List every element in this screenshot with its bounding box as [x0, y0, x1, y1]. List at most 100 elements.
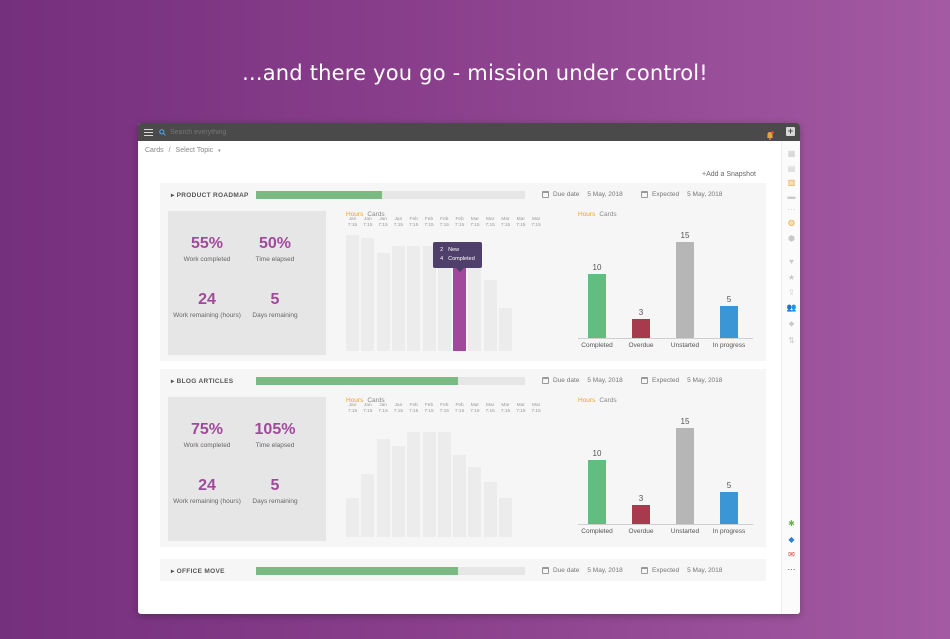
tooltip-completed-label: Completed — [448, 256, 475, 262]
expected-date: Expected 5 May, 2018 — [641, 377, 722, 384]
timeline-bar[interactable] — [499, 497, 512, 537]
status-toggle-hours[interactable]: Hours — [578, 211, 596, 218]
star-icon[interactable]: ★ — [787, 273, 796, 282]
timeline-bar[interactable] — [361, 473, 375, 537]
timeline-bar[interactable] — [422, 246, 436, 351]
timeline-bar[interactable] — [437, 246, 451, 351]
tick-month: Feb — [409, 403, 418, 408]
tooltip-new-label: New — [448, 247, 460, 253]
timeline-bar[interactable] — [391, 445, 405, 537]
toggle-cards[interactable]: Cards — [367, 397, 385, 404]
timeline-tick: Jan 7:15 — [345, 217, 360, 229]
tick-month: Mar — [501, 403, 510, 408]
status-category: Overdue — [628, 528, 654, 535]
more-integrations-icon[interactable]: ⋯ — [787, 565, 796, 574]
timeline-bar[interactable] — [346, 497, 359, 537]
stat-value: 5 — [270, 291, 280, 308]
timeline-bar[interactable] — [483, 280, 497, 351]
toggle-hours[interactable]: Hours — [346, 397, 364, 404]
panel-header[interactable]: ▸ PRODUCT ROADMAP Due date 5 May, 2018 Expe… — [160, 183, 766, 205]
toggle-hours[interactable]: Hours — [346, 211, 364, 218]
status-toggle-cards[interactable]: Cards — [599, 211, 617, 218]
toggle-cards[interactable]: Cards — [367, 211, 385, 218]
tick-month: Jan — [394, 403, 403, 408]
status-category: In progress — [712, 342, 746, 349]
timeline-bar[interactable] — [468, 268, 482, 351]
menu-icon[interactable] — [144, 128, 153, 136]
add-button[interactable]: + — [786, 126, 795, 136]
status-bar[interactable] — [720, 306, 738, 338]
tick-year: 7:15 — [439, 223, 449, 228]
breadcrumb-separator: / — [168, 147, 171, 154]
dropbox-icon[interactable]: ◆ — [788, 535, 795, 544]
table-icon[interactable]: ▤ — [787, 164, 796, 173]
status-value: 10 — [592, 449, 602, 458]
right-sidebar: ▦ ▤ ▥ ▬ ⋯ ◍ ⬢ ♥ ★ ⇪ 👥 ⬥ ⇅ ✱ ◆ ✉ ⋯ — [781, 141, 800, 614]
panel-header[interactable]: ▸ BLOG ARTICLES Due date 5 May, 2018 Expect… — [160, 369, 766, 391]
timeline-bar[interactable] — [407, 432, 421, 537]
stat-label: Time elapsed — [255, 256, 295, 263]
timeline-tick: Mar 7:15 — [513, 403, 528, 415]
status-value: 5 — [726, 295, 732, 304]
timeline-bar[interactable] — [499, 308, 512, 351]
search-input[interactable] — [170, 128, 370, 136]
breadcrumb-cards[interactable]: Cards — [145, 147, 164, 154]
status-toggle-cards[interactable]: Cards — [599, 397, 617, 404]
status-bar[interactable] — [632, 504, 650, 524]
list-icon[interactable]: ▬ — [787, 192, 796, 201]
gmail-icon[interactable]: ✉ — [788, 550, 795, 559]
timeline-bar[interactable] — [422, 432, 436, 537]
tag-icon[interactable]: ⬥ — [788, 319, 795, 328]
tick-month: Feb — [409, 217, 418, 222]
panel-header[interactable]: ▸ OFFICE MOVE Due date 5 May, 2018 Expected… — [160, 559, 766, 581]
status-bar[interactable] — [676, 242, 694, 338]
timeline-bar[interactable] — [346, 235, 359, 351]
timeline-bar[interactable] — [361, 237, 375, 351]
status-bar[interactable] — [632, 318, 650, 338]
panel-title[interactable]: ▸ PRODUCT ROADMAP — [171, 192, 249, 199]
timeline-bar[interactable] — [391, 246, 405, 351]
timeline-bar[interactable] — [437, 432, 451, 537]
status-bar[interactable] — [588, 274, 606, 338]
slack-icon[interactable]: ✱ — [788, 519, 795, 528]
panel-title[interactable]: ▸ BLOG ARTICLES — [171, 378, 234, 385]
timeline-bar[interactable] — [453, 253, 467, 351]
timeline-bar[interactable] — [376, 253, 390, 351]
app-window: + Cards / Select Topic ▾ +Add a Snapshot… — [138, 123, 800, 614]
status-toggle-hours[interactable]: Hours — [578, 397, 596, 404]
hexagon-icon[interactable]: ⬢ — [788, 234, 795, 243]
add-snapshot-link[interactable]: +Add a Snapshot — [702, 171, 756, 178]
globe-icon[interactable]: ◍ — [788, 218, 795, 227]
calendar-icon — [641, 377, 648, 384]
stat-label: Work completed — [183, 256, 231, 263]
more-icon[interactable]: ⋯ — [787, 205, 796, 214]
upload-icon[interactable]: ⇪ — [788, 288, 795, 297]
timeline-bar[interactable] — [453, 455, 467, 537]
people-icon[interactable]: 👥 — [786, 303, 797, 312]
status-axis — [578, 524, 753, 525]
timeline-tick: Mar 7:15 — [529, 403, 544, 415]
due-date-label: Due date — [553, 191, 580, 198]
timeline-bar[interactable] — [483, 482, 497, 537]
notifications-icon[interactable] — [766, 127, 774, 140]
expected-date: Expected 5 May, 2018 — [641, 567, 722, 574]
tick-month: Feb — [424, 403, 434, 408]
expected-label: Expected — [652, 377, 680, 384]
stat-label: Work remaining (hours) — [173, 312, 241, 319]
stat-value: 5 — [270, 477, 280, 494]
timeline-bar[interactable] — [468, 467, 482, 537]
status-bar[interactable] — [720, 492, 738, 524]
tick-month: Jan — [348, 217, 357, 222]
dashboard-icon[interactable]: ▦ — [787, 149, 796, 158]
status-value: 3 — [638, 307, 644, 317]
status-bar[interactable] — [588, 460, 606, 524]
breadcrumb-topic[interactable]: Select Topic — [175, 147, 214, 154]
status-bar[interactable] — [676, 428, 694, 524]
heart-icon[interactable]: ♥ — [789, 257, 794, 266]
stats-box: 55% Work completed 50% Time elapsed 24 Work r… — [168, 211, 326, 355]
board-icon[interactable]: ▥ — [787, 178, 796, 187]
timeline-bar[interactable] — [407, 246, 421, 351]
panel-title[interactable]: ▸ OFFICE MOVE — [171, 568, 225, 575]
sort-icon[interactable]: ⇅ — [788, 336, 795, 345]
timeline-bar[interactable] — [376, 439, 390, 537]
